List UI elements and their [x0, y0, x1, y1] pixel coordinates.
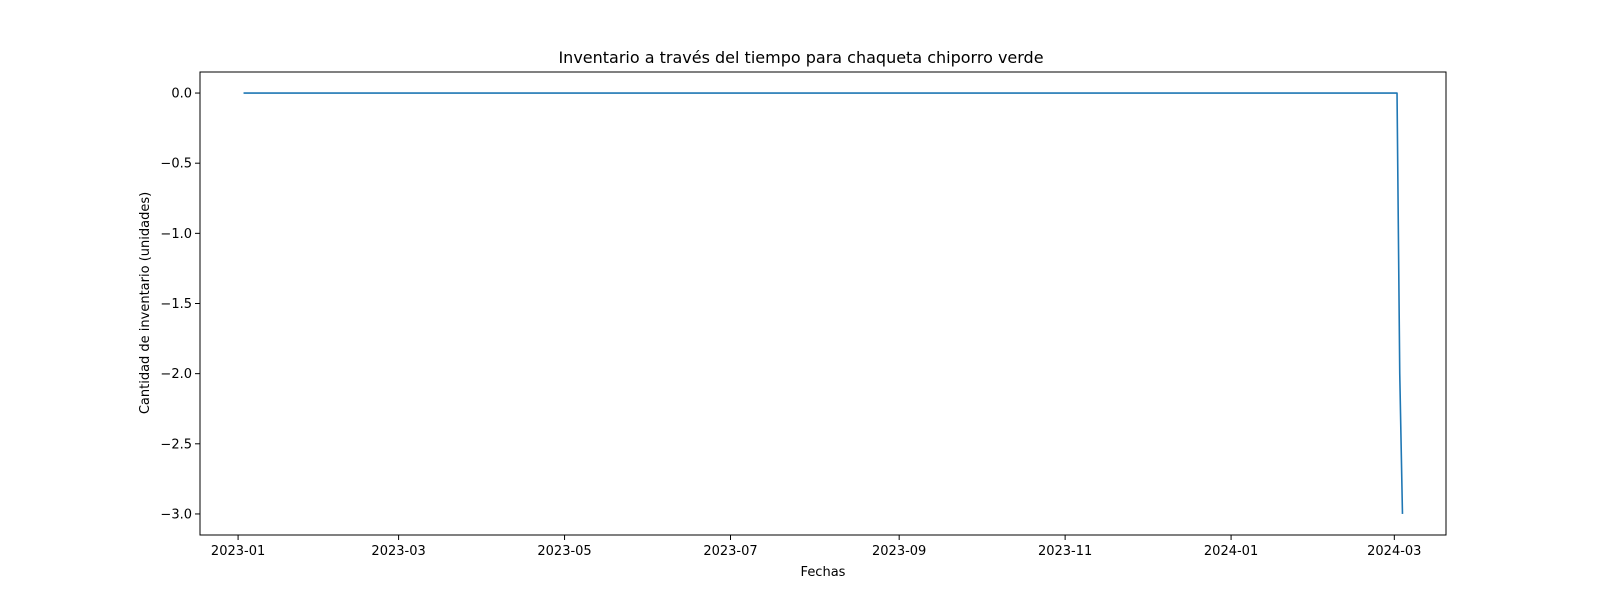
y-tick-label: −2.0 [160, 367, 192, 382]
y-axis-label: Cantidad de inventario (unidades) [138, 192, 153, 414]
y-tick-label: −1.5 [160, 297, 192, 312]
plot-area [199, 71, 1447, 536]
series-line [243, 92, 1404, 514]
y-axis: 0.0 −0.5 −1.0 −1.5 −2.0 −2.5 −3.0 [160, 87, 200, 522]
x-tick-label: 2023-05 [537, 544, 591, 559]
x-axis-label: Fechas [801, 565, 846, 580]
x-tick-label: 2024-01 [1204, 544, 1258, 559]
y-tick-label: −3.0 [160, 507, 192, 522]
y-tick-label: −2.5 [160, 437, 192, 452]
x-tick-label: 2023-01 [211, 544, 265, 559]
series-layer [243, 92, 1404, 514]
x-tick-label: 2023-03 [371, 544, 425, 559]
y-tick-label: 0.0 [171, 87, 192, 102]
x-axis: 2023-01 2023-03 2023-05 2023-07 2023-09 2023-… [211, 535, 1421, 559]
x-tick-label: 2023-11 [1038, 544, 1092, 559]
plot-frame [199, 71, 1447, 536]
y-tick-label: −0.5 [160, 157, 192, 172]
x-tick-label: 2024-03 [1367, 544, 1421, 559]
x-tick-label: 2023-09 [872, 544, 926, 559]
x-tick-label: 2023-07 [703, 544, 757, 559]
chart-title: Inventario a través del tiempo para chaq… [558, 48, 1043, 67]
y-tick-label: −1.0 [160, 227, 192, 242]
